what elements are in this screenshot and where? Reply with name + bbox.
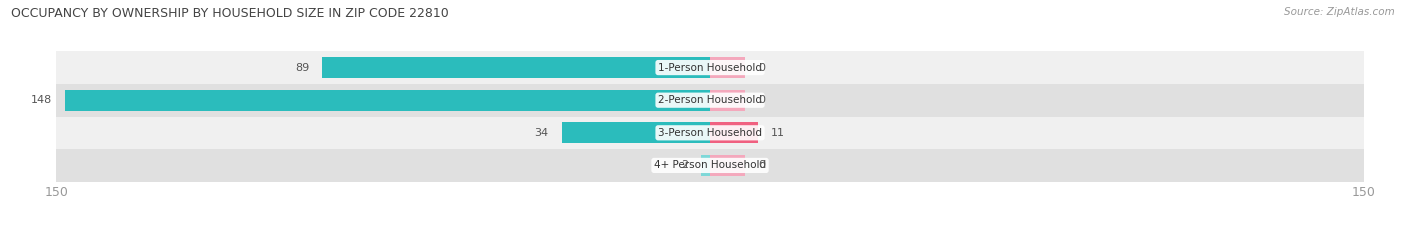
Bar: [710, 57, 745, 78]
Text: 0: 0: [758, 63, 765, 72]
Bar: [710, 122, 758, 143]
Bar: [56, 149, 1364, 182]
Text: 89: 89: [295, 63, 309, 72]
Text: 148: 148: [31, 95, 52, 105]
Text: 0: 0: [758, 161, 765, 170]
Text: 34: 34: [534, 128, 548, 138]
Bar: [710, 155, 745, 176]
Text: OCCUPANCY BY OWNERSHIP BY HOUSEHOLD SIZE IN ZIP CODE 22810: OCCUPANCY BY OWNERSHIP BY HOUSEHOLD SIZE…: [11, 7, 449, 20]
Bar: [562, 122, 710, 143]
Text: 2-Person Household: 2-Person Household: [658, 95, 762, 105]
Text: 0: 0: [758, 95, 765, 105]
Text: 11: 11: [770, 128, 785, 138]
Bar: [56, 51, 1364, 84]
Bar: [702, 155, 710, 176]
Text: Source: ZipAtlas.com: Source: ZipAtlas.com: [1284, 7, 1395, 17]
Bar: [56, 116, 1364, 149]
Text: 2: 2: [681, 161, 689, 170]
Text: 3-Person Household: 3-Person Household: [658, 128, 762, 138]
Bar: [56, 84, 1364, 116]
Bar: [710, 89, 745, 111]
Bar: [65, 89, 710, 111]
Text: 1-Person Household: 1-Person Household: [658, 63, 762, 72]
Bar: [322, 57, 710, 78]
Text: 4+ Person Household: 4+ Person Household: [654, 161, 766, 170]
